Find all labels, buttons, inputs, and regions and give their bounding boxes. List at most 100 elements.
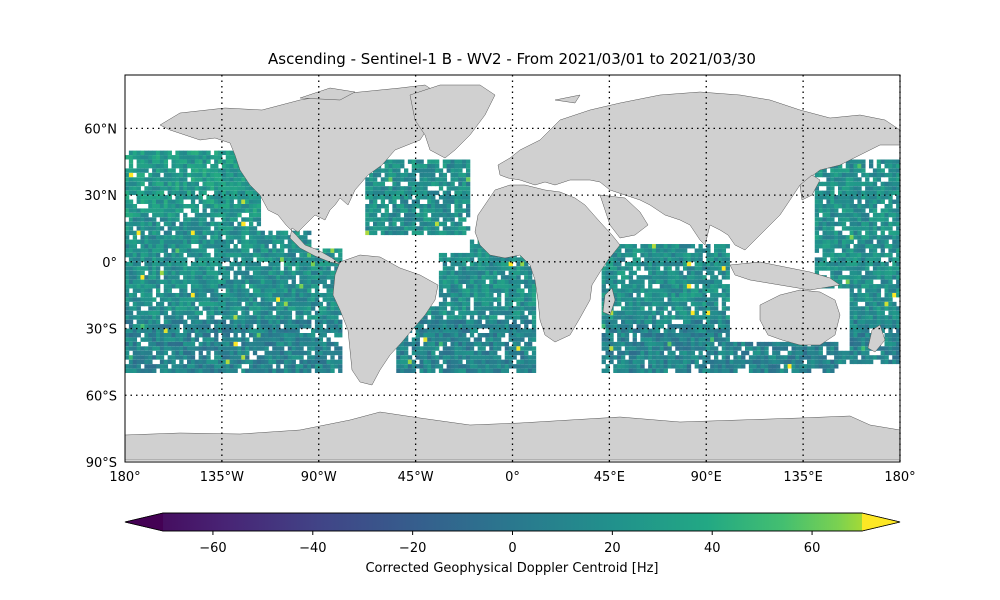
data-cell [628, 266, 634, 271]
data-cell [531, 328, 537, 333]
data-cell [179, 239, 184, 244]
data-cell [291, 333, 296, 338]
data-cell [652, 341, 657, 347]
data-cell [869, 217, 874, 222]
data-cell [252, 346, 258, 351]
data-cell [225, 190, 231, 196]
data-cell [442, 284, 448, 289]
data-cell [291, 359, 296, 365]
data-cell [400, 341, 405, 347]
data-cell [725, 284, 730, 289]
data-cell [497, 364, 502, 369]
data-cell [411, 341, 417, 347]
data-cell [869, 257, 874, 262]
data-cell [229, 310, 234, 316]
data-cell [175, 212, 180, 218]
data-cell [190, 155, 196, 160]
data-cell [419, 368, 424, 373]
data-cell [218, 297, 223, 302]
data-cell [187, 172, 192, 178]
data-cell [450, 217, 455, 222]
data-cell [225, 252, 231, 258]
data-cell [283, 333, 289, 338]
data-cell [392, 221, 397, 227]
data-cell [880, 239, 885, 244]
data-cell [861, 346, 866, 351]
data-cell [198, 319, 203, 325]
data-cell [194, 235, 200, 240]
data-cell [206, 150, 211, 156]
data-cell [194, 297, 200, 302]
data-cell [365, 186, 370, 191]
data-cell [249, 328, 254, 333]
data-cell [283, 328, 289, 333]
data-cell [446, 230, 451, 236]
data-cell [303, 301, 308, 307]
data-cell [609, 341, 614, 347]
data-cell [710, 359, 715, 365]
data-cell [268, 275, 273, 280]
data-cell [295, 292, 300, 298]
data-cell [159, 368, 165, 373]
data-cell [446, 190, 451, 196]
data-cell [125, 177, 130, 182]
data-cell [431, 355, 436, 360]
data-cell [473, 270, 479, 276]
data-cell [721, 270, 727, 276]
data-cell [190, 208, 196, 213]
data-cell [167, 168, 172, 173]
data-cell [334, 257, 339, 262]
data-cell [404, 364, 409, 369]
data-cell [299, 252, 304, 258]
data-cell [822, 221, 827, 227]
data-cell [814, 212, 820, 218]
data-cell [307, 333, 312, 338]
data-cell [888, 248, 893, 253]
data-cell [512, 275, 517, 280]
data-cell [152, 199, 157, 204]
data-cell [884, 355, 889, 360]
data-cell [214, 159, 219, 164]
data-cell [132, 297, 138, 302]
data-cell [826, 359, 831, 365]
data-cell [221, 221, 227, 227]
data-cell [458, 159, 463, 164]
data-cell [156, 266, 161, 271]
data-cell [326, 359, 331, 365]
data-cell [175, 239, 180, 244]
data-cell [624, 333, 630, 338]
data-cell [869, 297, 874, 302]
data-cell [454, 177, 459, 182]
data-cell [221, 172, 227, 178]
data-cell [396, 368, 401, 373]
data-cell [481, 270, 486, 276]
data-cell [407, 208, 413, 213]
data-cell [888, 275, 893, 280]
data-cell [779, 341, 785, 347]
data-cell [225, 217, 231, 222]
data-cell [880, 190, 885, 196]
data-cell [431, 177, 436, 182]
data-cell [841, 248, 847, 253]
data-cell [125, 368, 130, 373]
data-cell [307, 350, 312, 356]
data-cell [621, 284, 626, 289]
data-cell [659, 279, 665, 285]
data-cell [663, 284, 668, 289]
data-cell [469, 324, 475, 329]
data-cell [163, 284, 169, 289]
data-cell [845, 252, 851, 258]
data-cell [679, 306, 684, 311]
data-cell [636, 324, 641, 329]
data-cell [148, 177, 153, 182]
data-cell [500, 306, 506, 311]
data-cell [144, 212, 149, 218]
data-cell [183, 279, 188, 285]
data-cell [179, 261, 184, 267]
data-cell [183, 297, 188, 302]
data-cell [861, 284, 866, 289]
data-cell [291, 364, 296, 369]
data-cell [872, 297, 878, 302]
data-cell [338, 368, 343, 373]
data-cell [888, 190, 893, 196]
